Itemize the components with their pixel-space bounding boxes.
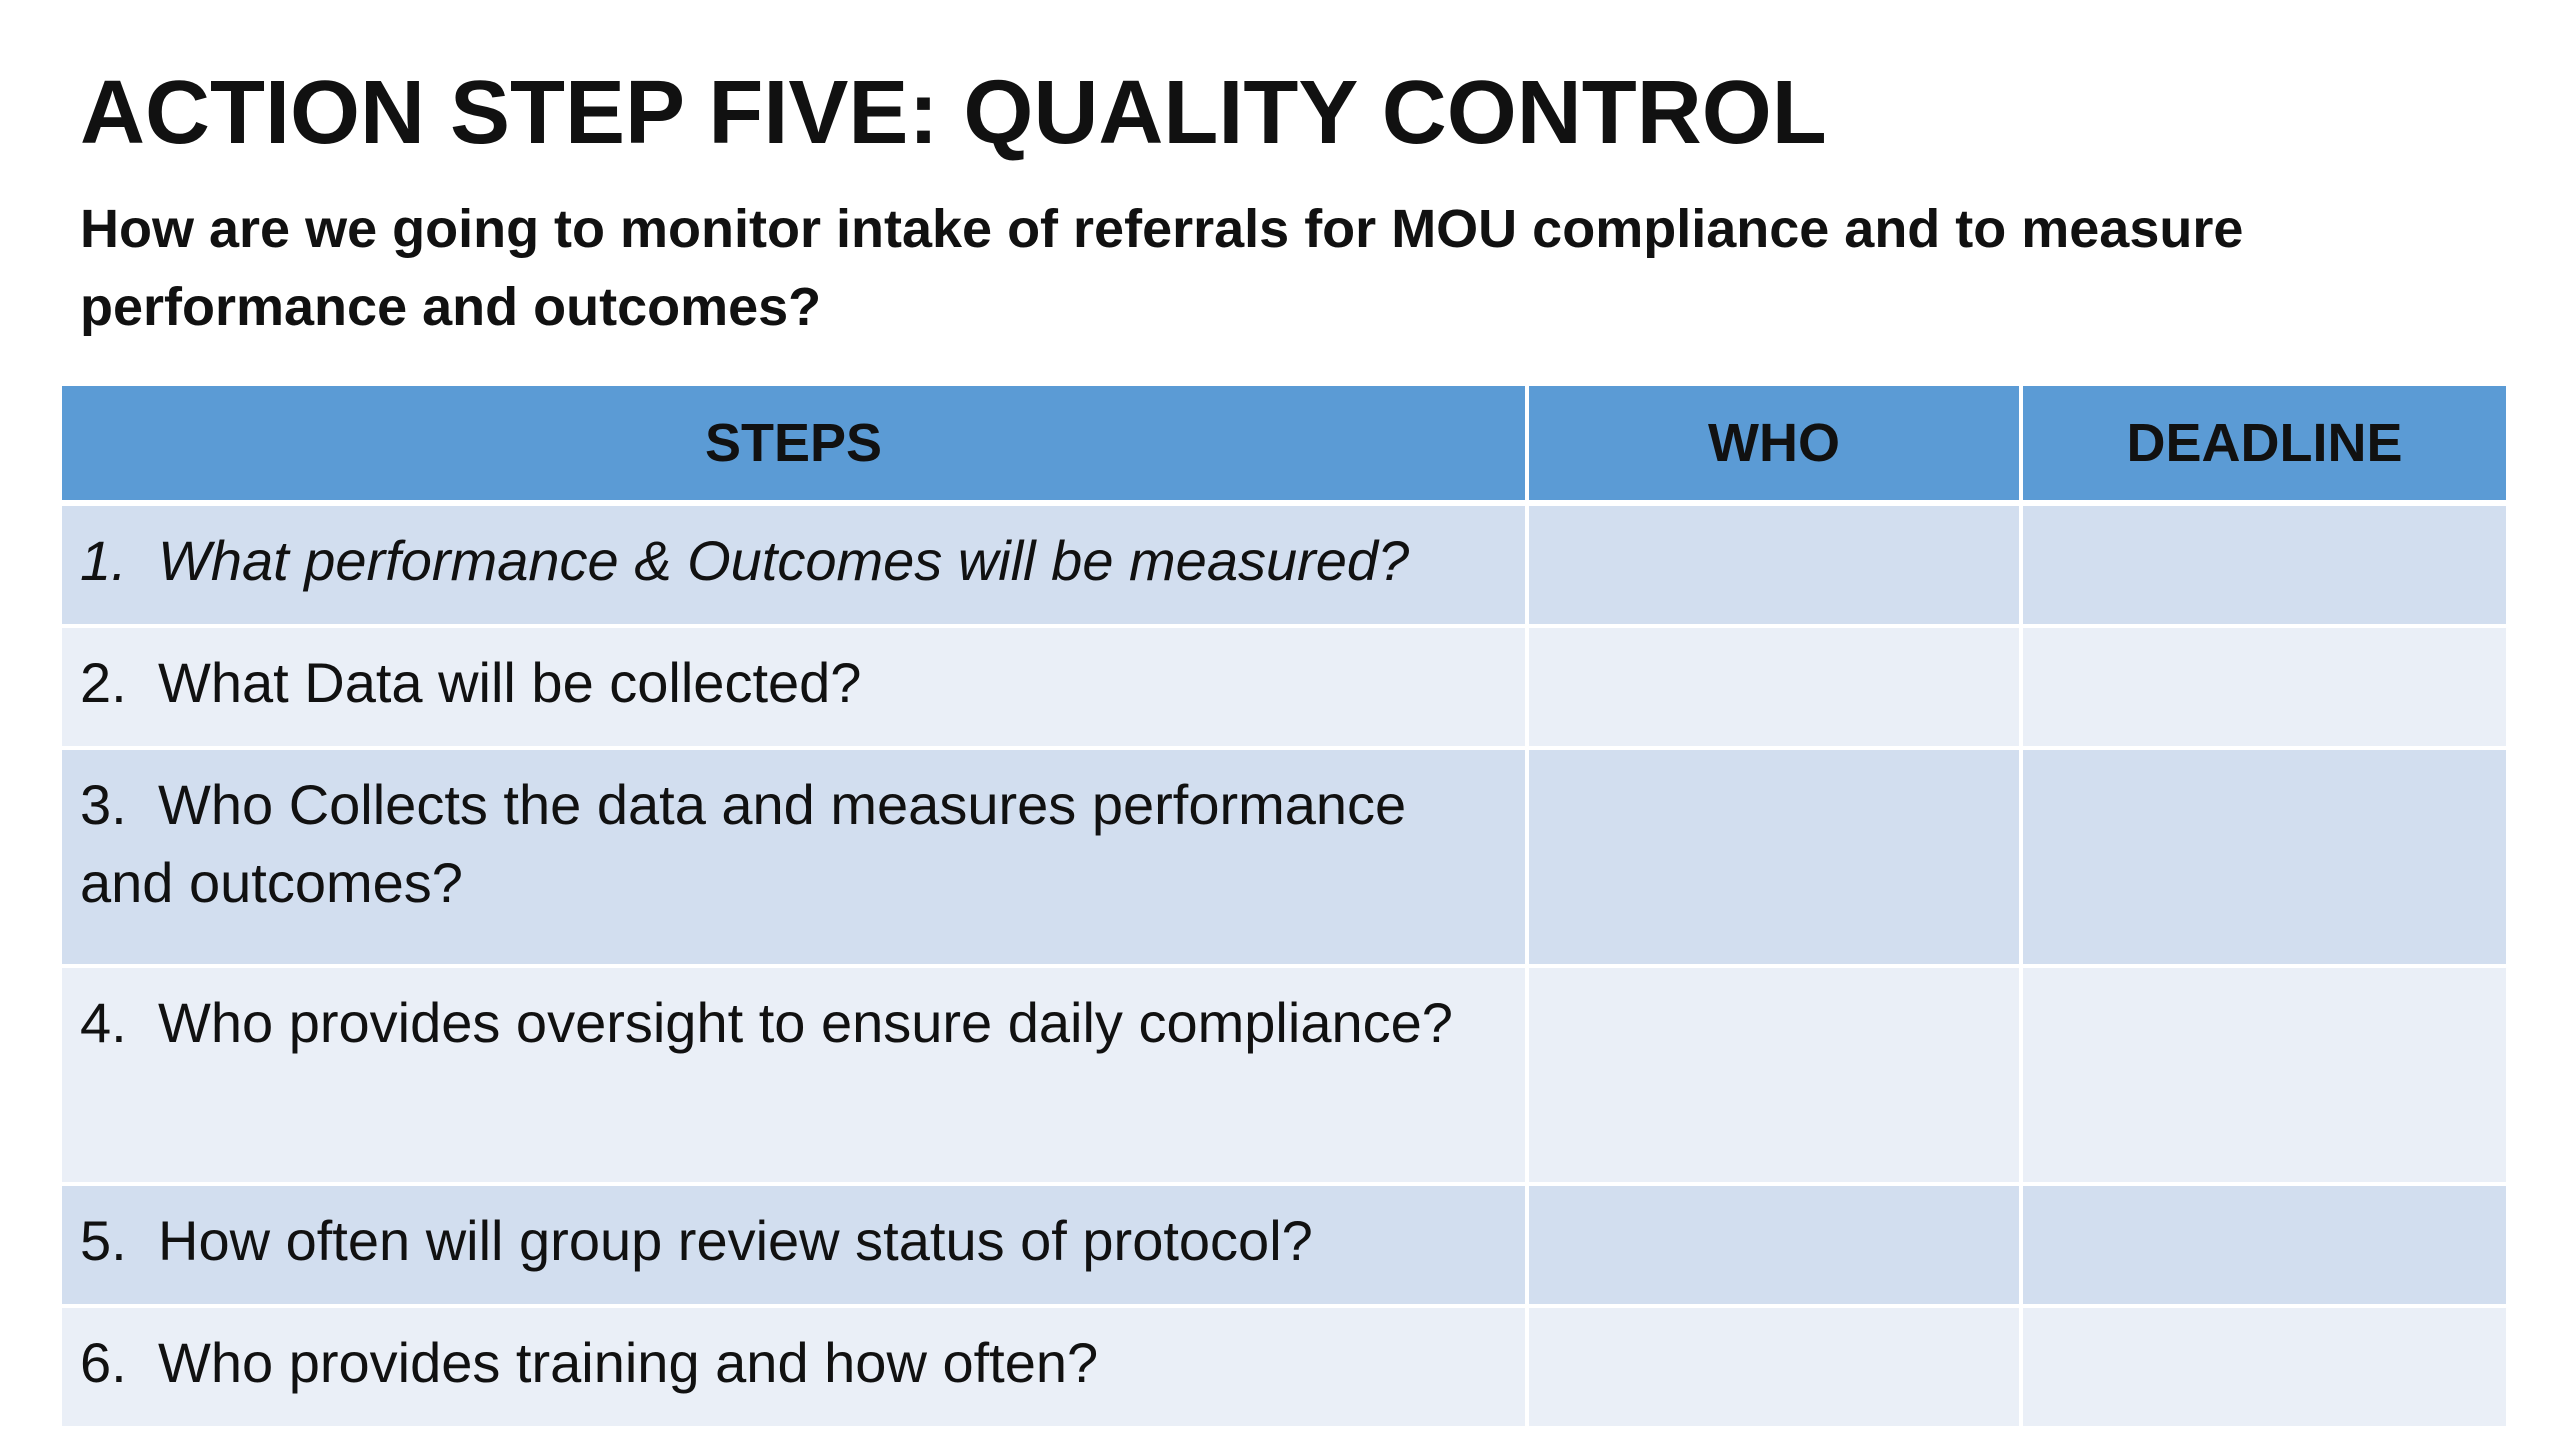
- step-number: 2.: [80, 651, 127, 714]
- who-cell[interactable]: [1527, 626, 2023, 750]
- step-cell: 5. How often will group review status of …: [62, 1184, 1529, 1308]
- who-cell[interactable]: [1527, 966, 2023, 1186]
- deadline-cell[interactable]: [2021, 966, 2506, 1186]
- deadline-cell[interactable]: [2021, 626, 2506, 750]
- table-row: 2. What Data will be collected?: [62, 626, 2506, 750]
- deadline-cell[interactable]: [2021, 1306, 2506, 1430]
- step-number: 5.: [80, 1209, 127, 1272]
- table-row: 5. How often will group review status of …: [62, 1184, 2506, 1308]
- step-cell: 3. Who Collects the data and measures per…: [62, 748, 1529, 968]
- table-row: 1. What performance & Outcomes will be me…: [62, 503, 2506, 628]
- step-text: Who provides training and how often?: [158, 1331, 1099, 1394]
- step-cell: 4. Who provides oversight to ensure daily…: [62, 966, 1529, 1186]
- action-steps-table: STEPS WHO DEADLINE 1. What performance & …: [62, 386, 2506, 1430]
- table-row: 3. Who Collects the data and measures per…: [62, 748, 2506, 968]
- step-cell: 6. Who provides training and how often?: [62, 1306, 1529, 1430]
- deadline-cell[interactable]: [2021, 1184, 2506, 1308]
- step-number: 6.: [80, 1331, 127, 1394]
- deadline-cell[interactable]: [2021, 748, 2506, 968]
- header-steps: STEPS: [62, 386, 1529, 506]
- header-who: WHO: [1527, 386, 2023, 506]
- step-text: Who provides oversight to ensure daily c…: [158, 991, 1453, 1054]
- table-row: 6. Who provides training and how often?: [62, 1306, 2506, 1430]
- step-cell: 1. What performance & Outcomes will be me…: [62, 503, 1529, 628]
- step-number: 1.: [80, 529, 127, 592]
- step-text: Who Collects the data and measures perfo…: [80, 773, 1407, 914]
- who-cell[interactable]: [1527, 503, 2023, 628]
- table-header-row: STEPS WHO DEADLINE: [62, 386, 2506, 506]
- who-cell[interactable]: [1527, 1306, 2023, 1430]
- step-number: 3.: [80, 773, 127, 836]
- step-cell: 2. What Data will be collected?: [62, 626, 1529, 750]
- who-cell[interactable]: [1527, 748, 2023, 968]
- slide-subtitle: How are we going to monitor intake of re…: [80, 199, 2244, 337]
- step-text: How often will group review status of pr…: [158, 1209, 1313, 1272]
- step-text: What Data will be collected?: [158, 651, 862, 714]
- table-row: 4. Who provides oversight to ensure daily…: [62, 966, 2506, 1186]
- deadline-cell[interactable]: [2021, 503, 2506, 628]
- step-text: What performance & Outcomes will be meas…: [158, 529, 1410, 592]
- step-number: 4.: [80, 991, 127, 1054]
- header-deadline: DEADLINE: [2021, 386, 2506, 506]
- slide-title: ACTION STEP FIVE: QUALITY CONTROL: [80, 63, 1827, 163]
- who-cell[interactable]: [1527, 1184, 2023, 1308]
